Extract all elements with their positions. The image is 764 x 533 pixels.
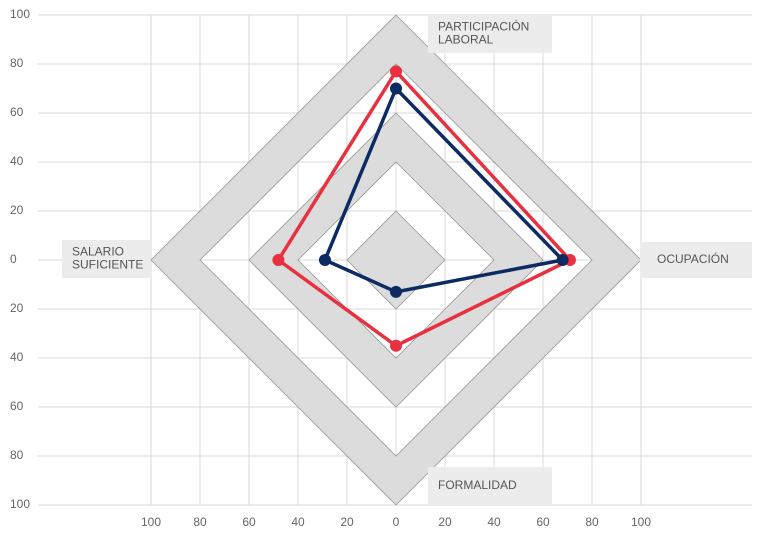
y-tick-label: 20 <box>10 301 24 315</box>
y-tick-label: 20 <box>10 203 24 217</box>
series-point <box>390 285 402 298</box>
y-tick-label: 60 <box>10 399 24 413</box>
axis-label: LABORAL <box>438 33 494 47</box>
axis-label: SUFICIENTE <box>72 258 143 272</box>
x-tick-label: 40 <box>291 515 305 529</box>
x-tick-label: 100 <box>141 515 161 529</box>
y-tick-label: 80 <box>10 56 24 70</box>
axis-label: FORMALIDAD <box>438 478 517 492</box>
y-tick-label: 0 <box>10 252 17 266</box>
x-tick-label: 20 <box>340 515 354 529</box>
x-tick-label: 80 <box>585 515 599 529</box>
series-point <box>272 254 285 266</box>
axis-label: PARTICIPACIÓN <box>438 19 529 34</box>
y-tick-label: 80 <box>10 448 24 462</box>
x-tick-label: 60 <box>536 515 550 529</box>
axis-label: OCUPACIÓN <box>657 251 729 266</box>
y-tick-label: 60 <box>10 105 24 119</box>
x-tick-label: 40 <box>487 515 501 529</box>
y-tick-label: 40 <box>10 350 24 364</box>
band <box>346 210 446 310</box>
x-tick-label: 60 <box>242 515 256 529</box>
band <box>150 14 642 506</box>
axis-label-box <box>640 242 752 278</box>
y-tick-label: 100 <box>10 7 30 21</box>
axis-label-box <box>62 240 150 278</box>
x-tick-label: 20 <box>438 515 452 529</box>
axis-label: SALARIO <box>72 245 124 259</box>
x-tick-label: 0 <box>393 515 400 529</box>
series-point <box>390 339 402 352</box>
axis-label-box <box>428 467 552 505</box>
x-tick-label: 100 <box>631 515 651 529</box>
series-point <box>390 82 402 95</box>
x-tick-label: 80 <box>193 515 207 529</box>
series-point <box>556 254 569 266</box>
series-point <box>390 65 402 78</box>
axis-label-box <box>428 15 552 53</box>
y-tick-label: 40 <box>10 154 24 168</box>
series-point <box>318 254 331 266</box>
y-tick-label: 100 <box>10 497 30 511</box>
